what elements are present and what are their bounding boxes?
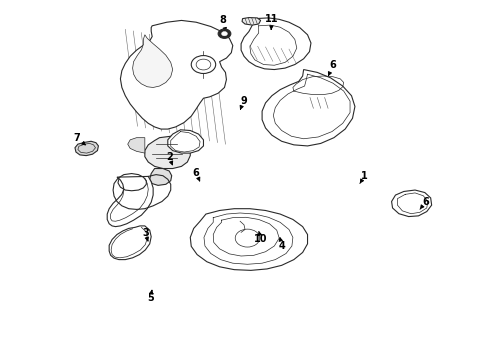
Polygon shape [242,18,261,25]
Polygon shape [121,21,233,129]
Text: 6: 6 [420,197,429,209]
Circle shape [221,32,227,36]
Text: 6: 6 [193,168,200,181]
Polygon shape [168,130,203,153]
Polygon shape [241,18,311,69]
Polygon shape [109,226,151,260]
Polygon shape [262,69,355,146]
Text: 5: 5 [147,290,153,303]
Text: 9: 9 [240,96,247,109]
Polygon shape [145,136,190,168]
Text: 8: 8 [220,15,226,31]
Polygon shape [190,209,308,270]
Polygon shape [150,168,172,185]
Polygon shape [107,176,153,226]
Text: 3: 3 [142,228,148,241]
Text: 2: 2 [166,152,172,165]
Polygon shape [128,138,145,153]
Polygon shape [392,190,432,217]
Polygon shape [133,35,172,87]
Text: 6: 6 [328,60,336,76]
Text: 4: 4 [279,238,286,251]
Text: 11: 11 [265,14,279,30]
Text: 7: 7 [73,133,85,145]
Polygon shape [75,141,98,156]
Polygon shape [234,220,251,234]
Text: 10: 10 [254,231,268,244]
Circle shape [218,29,231,39]
Text: 1: 1 [360,171,368,184]
